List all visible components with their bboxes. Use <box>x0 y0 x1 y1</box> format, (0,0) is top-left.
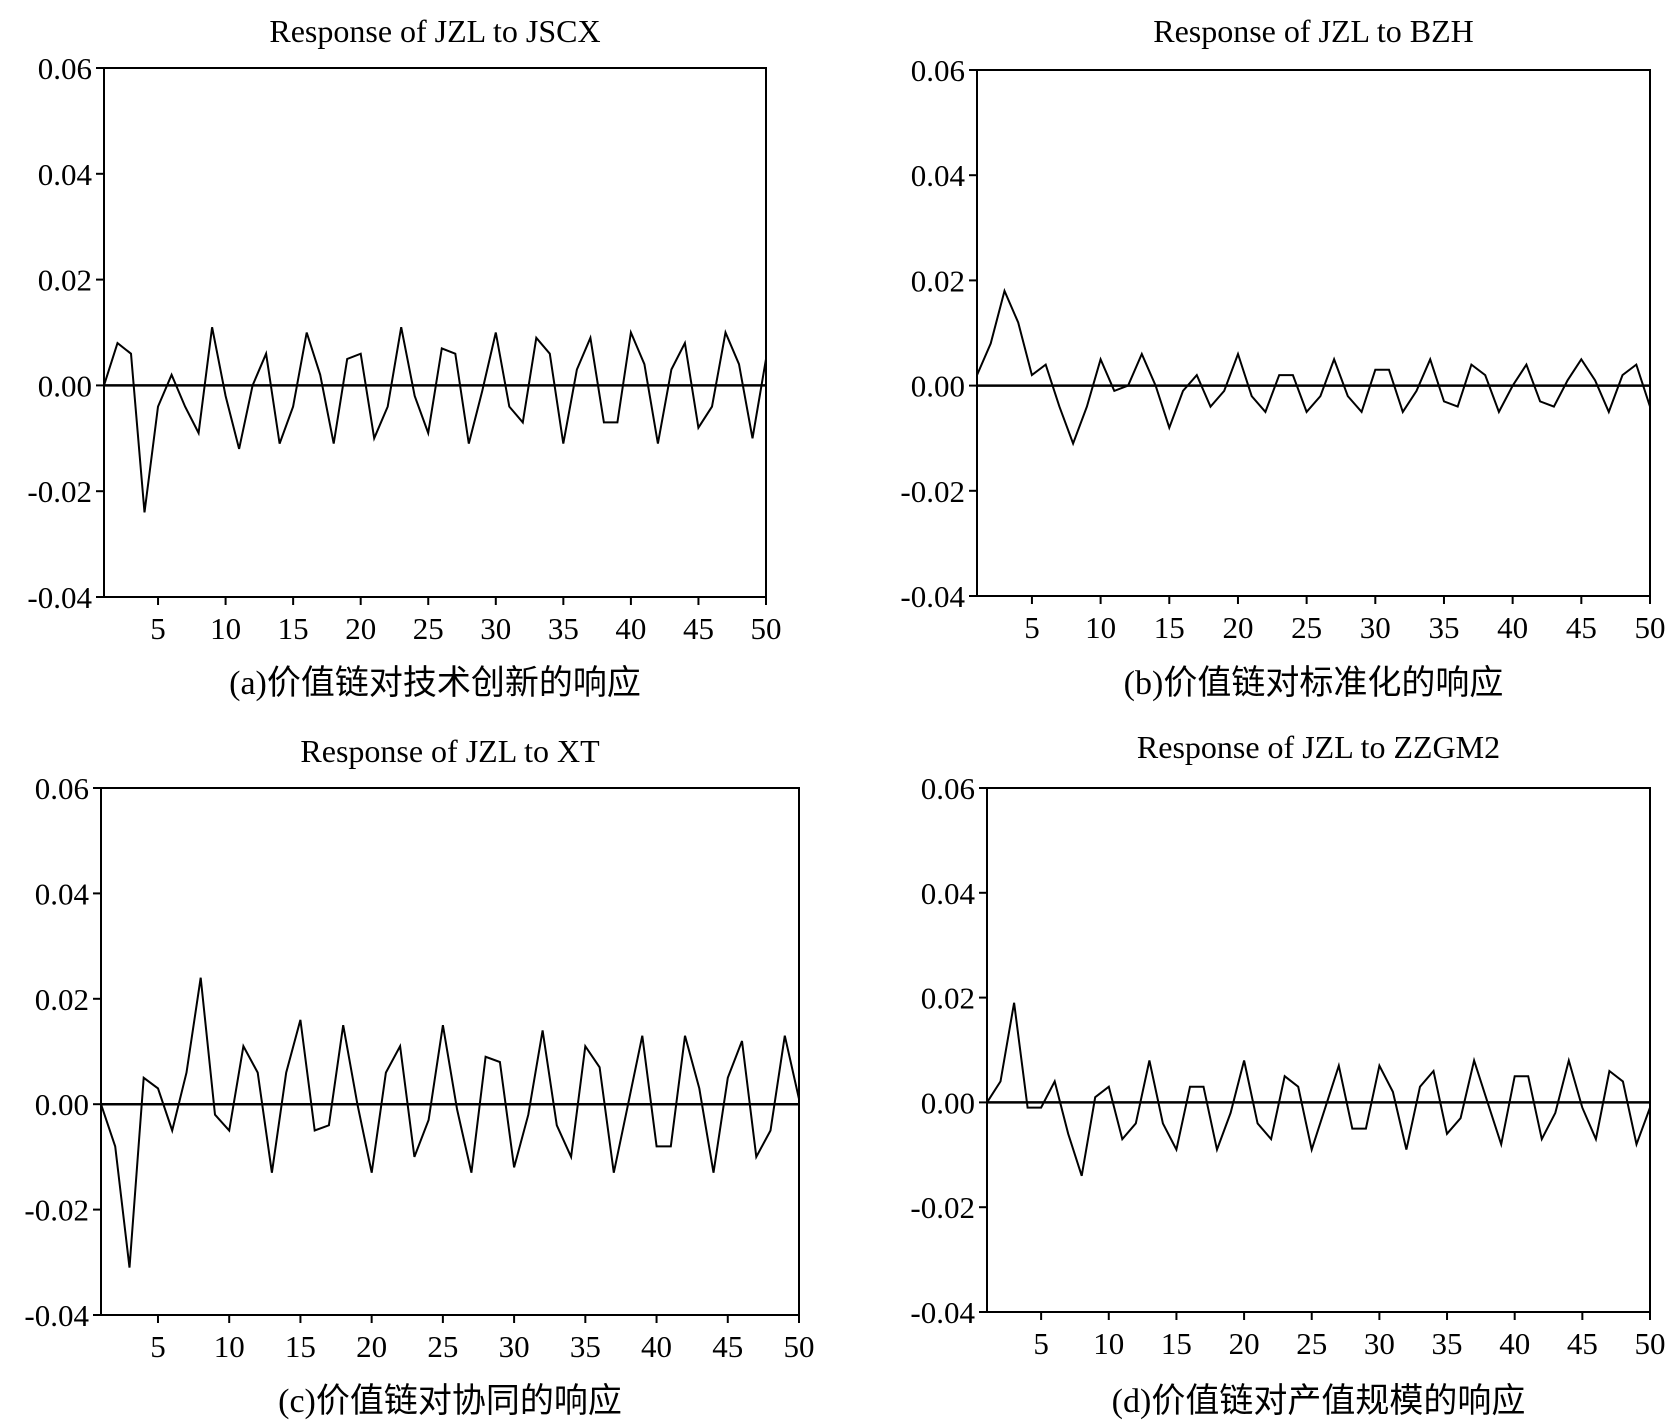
x-tick-label: 45 <box>683 611 714 646</box>
x-tick-label: 10 <box>1085 610 1116 645</box>
x-tick-label: 50 <box>784 1329 815 1364</box>
y-tick-label: 0.02 <box>38 263 92 298</box>
y-tick-label: 0.04 <box>35 876 90 911</box>
x-tick-label: 40 <box>1497 610 1528 645</box>
chart-panel: Response of JZL to ZZGM2 0.06 0.04 0.02 0.00… <box>910 729 1665 1420</box>
x-tick-label: 20 <box>1222 610 1253 645</box>
x-tick-label: 50 <box>1635 610 1666 645</box>
x-tick-label: 5 <box>1033 1326 1049 1361</box>
x-tick-label: 30 <box>480 611 511 646</box>
x-tick-label: 35 <box>1432 1326 1463 1361</box>
y-tick-label: 0.04 <box>38 157 93 192</box>
y-tick-label: 0.00 <box>38 368 92 403</box>
chart-caption: (d)价值链对产值规模的响应 <box>1112 1382 1526 1420</box>
x-tick-label: 20 <box>345 611 376 646</box>
x-tick-label: 5 <box>1024 610 1040 645</box>
y-tick-label: 0.06 <box>35 771 89 806</box>
x-tick-label: 35 <box>1428 610 1459 645</box>
chart-title: Response of JZL to JSCX <box>269 13 600 49</box>
response-line <box>103 327 767 513</box>
x-tick-label: 15 <box>278 611 309 646</box>
y-tick-label: 0.06 <box>38 51 92 86</box>
plot-frame <box>976 69 1651 597</box>
chart-caption: (a)价值链对技术创新的响应 <box>229 664 641 702</box>
y-tick-label: -0.04 <box>900 579 965 614</box>
plot-frame <box>986 787 1651 1313</box>
x-tick-label: 40 <box>615 611 646 646</box>
y-tick-label: -0.02 <box>24 1193 89 1228</box>
x-tick-label: 30 <box>499 1329 530 1364</box>
x-tick-label: 40 <box>1499 1326 1530 1361</box>
x-tick-label: 20 <box>1229 1326 1260 1361</box>
y-tick-label: 0.02 <box>911 263 965 298</box>
x-tick-label: 50 <box>751 611 782 646</box>
y-tick-label: 0.06 <box>911 53 965 88</box>
y-tick-label: 0.00 <box>921 1085 975 1120</box>
x-tick-label: 45 <box>1567 1326 1598 1361</box>
response-line <box>976 287 1651 447</box>
y-tick-label: 0.06 <box>921 771 975 806</box>
x-tick-label: 25 <box>413 611 444 646</box>
x-tick-label: 35 <box>548 611 579 646</box>
x-tick-label: 10 <box>1093 1326 1124 1361</box>
plot-frame <box>100 787 800 1316</box>
response-line <box>100 977 800 1268</box>
y-tick-label: 0.00 <box>35 1087 89 1122</box>
response-line <box>986 1002 1651 1177</box>
x-tick-label: 10 <box>210 611 241 646</box>
y-tick-label: -0.04 <box>24 1298 89 1333</box>
y-tick-label: 0.04 <box>921 876 976 911</box>
y-tick-label: 0.02 <box>35 982 89 1017</box>
chart-title: Response of JZL to BZH <box>1153 13 1474 49</box>
x-tick-label: 15 <box>1161 1326 1192 1361</box>
y-tick-label: 0.04 <box>911 158 966 193</box>
x-tick-label: 25 <box>1296 1326 1327 1361</box>
x-tick-label: 40 <box>641 1329 672 1364</box>
x-tick-label: 30 <box>1364 1326 1395 1361</box>
y-tick-label: -0.02 <box>900 474 965 509</box>
y-tick-label: -0.02 <box>27 474 92 509</box>
x-tick-label: 5 <box>150 611 166 646</box>
x-tick-label: 30 <box>1360 610 1391 645</box>
plot-frame <box>103 67 767 598</box>
y-tick-label: 0.00 <box>911 369 965 404</box>
x-tick-label: 15 <box>285 1329 316 1364</box>
chart-title: Response of JZL to ZZGM2 <box>1137 729 1500 765</box>
chart-panel: Response of JZL to XT 0.06 0.04 0.02 0.00 -0.… <box>24 733 814 1420</box>
chart-panel: Response of JZL to JSCX 0.06 0.04 0.02 0.00 -… <box>27 13 781 702</box>
x-tick-label: 10 <box>214 1329 245 1364</box>
x-tick-label: 15 <box>1154 610 1185 645</box>
x-tick-label: 35 <box>570 1329 601 1364</box>
x-tick-label: 45 <box>712 1329 743 1364</box>
y-tick-label: -0.04 <box>910 1295 975 1330</box>
x-tick-label: 50 <box>1635 1326 1666 1361</box>
y-tick-label: 0.02 <box>921 981 975 1016</box>
y-tick-label: -0.02 <box>910 1190 975 1225</box>
chart-title: Response of JZL to XT <box>300 733 600 769</box>
x-tick-label: 20 <box>356 1329 387 1364</box>
x-tick-label: 25 <box>427 1329 458 1364</box>
chart-caption: (c)价值链对协同的响应 <box>278 1382 622 1420</box>
chart-panel: Response of JZL to BZH 0.06 0.04 0.02 0.00 -0… <box>900 13 1665 702</box>
x-tick-label: 5 <box>150 1329 166 1364</box>
x-tick-label: 45 <box>1566 610 1597 645</box>
x-tick-label: 25 <box>1291 610 1322 645</box>
y-tick-label: -0.04 <box>27 580 92 615</box>
chart-caption: (b)价值链对标准化的响应 <box>1124 664 1504 702</box>
